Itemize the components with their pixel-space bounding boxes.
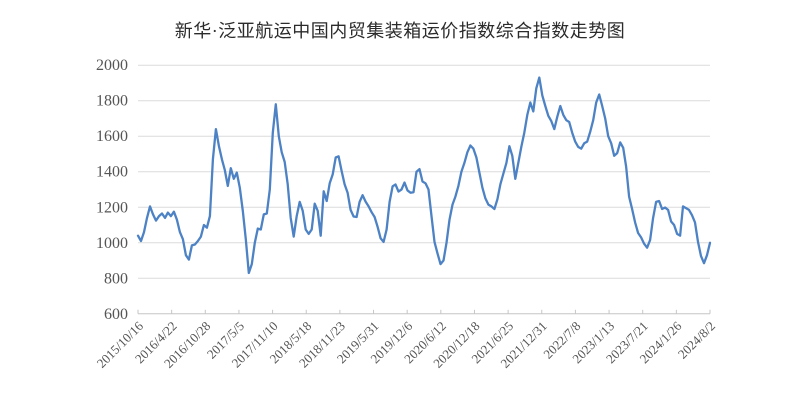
x-labels-group: 2015/10/162016/4/222016/10/282017/5/5201… bbox=[94, 318, 718, 371]
chart-title: 新华·泛亚航运中国内贸集装箱运价指数综合指数走势图 bbox=[174, 21, 626, 41]
y-tick-label: 600 bbox=[104, 306, 128, 323]
x-axis-group bbox=[137, 309, 711, 315]
y-tick-label: 1400 bbox=[96, 164, 128, 181]
y-labels-group: 600 800 1000 1200 1400 1600 1800 2000 bbox=[96, 57, 128, 323]
y-tick-label: 1000 bbox=[96, 235, 128, 252]
y-tick-label: 1600 bbox=[96, 128, 128, 145]
y-tick-label: 800 bbox=[104, 270, 128, 287]
y-tick-label: 1800 bbox=[96, 93, 128, 110]
gridlines-group bbox=[138, 64, 710, 279]
x-tick-label: 2024/8/2 bbox=[675, 318, 718, 361]
series-group bbox=[136, 76, 712, 275]
series-line bbox=[136, 76, 712, 275]
y-tick-label: 1200 bbox=[96, 199, 128, 216]
y-tick-label: 2000 bbox=[96, 57, 128, 74]
